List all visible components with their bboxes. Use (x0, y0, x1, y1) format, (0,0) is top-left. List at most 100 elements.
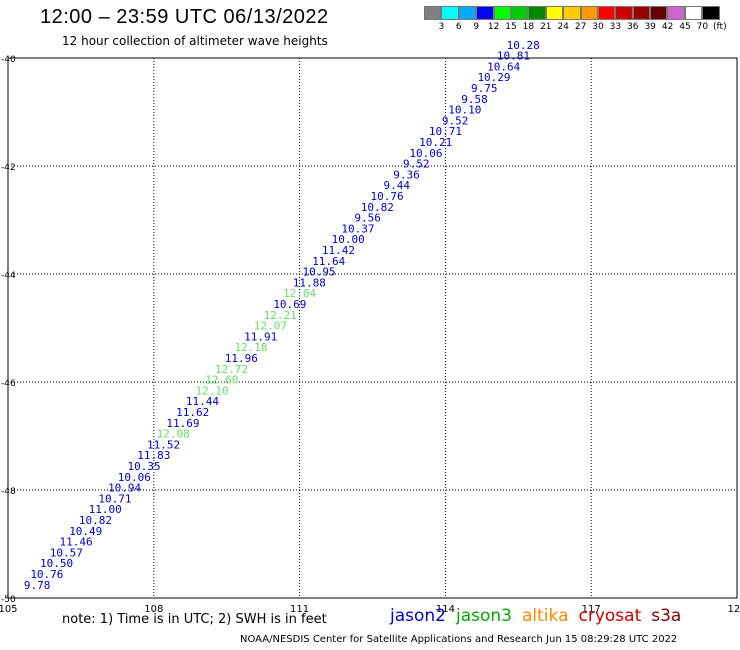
y-tick-label: -48 (1, 487, 16, 497)
data-point-label: 11.88 (293, 276, 326, 289)
colorbar-labels: 3 6 9 12 15 18 21 24 27 30 33 36 39 42 45 70 (ft) (424, 22, 737, 34)
plot-frame (7, 57, 738, 599)
note-text: note: 1) Time is in UTC; 2) SWH is in fe… (62, 612, 327, 627)
colorbar-label: 18 (522, 22, 535, 32)
data-point-label: 10.81 (497, 50, 530, 63)
data-point-label: 10.29 (477, 71, 510, 84)
colorbar-swatch (510, 6, 529, 20)
colorbar-swatch (650, 6, 668, 20)
colorbar-swatch (684, 6, 703, 20)
x-tick-label: 114 (436, 604, 455, 615)
y-tick-label: -50 (1, 595, 16, 605)
colorbar-swatch (528, 6, 546, 20)
legend-entry-jason3: jason3 (456, 606, 512, 626)
data-point-label: 11.46 (59, 536, 92, 549)
data-point-label: 12.10 (196, 384, 229, 397)
credit-line: NOAA/NESDIS Center for Satellite Applica… (240, 634, 678, 645)
data-point-label: 11.69 (166, 417, 199, 430)
data-point-label: 11.96 (225, 352, 258, 365)
data-point-label: 12.07 (254, 320, 287, 333)
x-tick-label: 108 (144, 604, 163, 615)
data-point-label: 11.00 (89, 503, 122, 516)
data-point-label: 9.52 (442, 114, 469, 127)
colorbar-swatch (580, 6, 598, 20)
data-point-label: 9.52 (403, 158, 430, 171)
chart-subtitle: 12 hour collection of altimeter wave hei… (62, 34, 328, 48)
data-point-label: 10.49 (69, 525, 102, 538)
legend-entry-s3a: s3a (651, 606, 682, 626)
colorbar-label: 30 (592, 22, 604, 32)
chart-title: 12:00 – 23:59 UTC 06/13/2022 (40, 6, 329, 28)
data-point-label: 10.50 (40, 557, 73, 570)
data-point-label: 10.64 (487, 60, 520, 73)
data-point-label: 12.04 (283, 287, 316, 300)
colorbar-label: 70 (696, 22, 709, 32)
colorbar-swatch (545, 6, 564, 20)
legend: jason2 jason3 altika cryosat s3a (390, 606, 691, 626)
data-point-label: 10.71 (98, 492, 131, 505)
data-point-label: 12.21 (264, 309, 297, 322)
data-point-label: 12.08 (157, 428, 190, 441)
colorbar-label: 33 (609, 22, 622, 32)
colorbar-swatch (424, 6, 442, 20)
colorbar-swatch (632, 6, 651, 20)
data-point-label: 9.36 (393, 168, 420, 181)
data-point-label: 10.37 (341, 222, 374, 235)
x-tick-label: 120 (727, 604, 740, 615)
data-point-label: 11.64 (312, 255, 345, 268)
colorbar-label: 36 (627, 22, 639, 32)
colorbar-label: 12 (487, 22, 500, 32)
y-tick-label: -44 (1, 271, 16, 281)
colorbar-label: 24 (557, 22, 569, 32)
data-point-label: 10.10 (448, 104, 481, 117)
colorbar-swatch (476, 6, 494, 20)
colorbar-swatch (615, 6, 633, 20)
colorbar-label: 21 (540, 22, 552, 32)
colorbar-label: 6 (455, 22, 462, 32)
data-point-label: 10.71 (429, 125, 462, 138)
data-point-label: 10.95 (302, 266, 335, 279)
y-tick-label: -40 (1, 55, 16, 65)
colorbar-swatch (458, 6, 477, 20)
data-point-label: 10.00 (332, 233, 365, 246)
colorbar-swatch (493, 6, 511, 20)
data-point-label: 9.56 (354, 212, 381, 225)
data-point-label: 10.76 (30, 568, 63, 581)
data-point-label: 10.28 (507, 39, 540, 52)
colorbar-label: 3 (438, 22, 445, 32)
colorbar-label: 42 (661, 22, 674, 32)
data-point-label: 12.72 (215, 363, 248, 376)
data-point-label: 10.76 (371, 190, 404, 203)
data-point-label: 11.44 (186, 395, 219, 408)
colorbar-label: (ft) (713, 22, 727, 32)
data-point-label: 11.52 (147, 438, 180, 451)
legend-entry-jason2: jason2 (390, 606, 446, 626)
data-point-label: 10.69 (273, 298, 306, 311)
data-point-label: 12.18 (234, 341, 267, 354)
data-point-label: 10.35 (128, 460, 161, 473)
colorbar-label: 45 (679, 22, 691, 32)
colorbar-label: 39 (644, 22, 656, 32)
data-point-label: 10.06 (118, 471, 151, 484)
data-point-label: 11.91 (244, 330, 277, 343)
data-point-label: 10.94 (108, 482, 141, 495)
colorbar-swatch (563, 6, 581, 20)
colorbar-label: 27 (574, 22, 587, 32)
data-point-label: 9.78 (24, 579, 51, 592)
data-point-label: 10.57 (50, 546, 83, 559)
data-point-label: 10.21 (419, 136, 452, 149)
x-tick-label: 117 (582, 604, 601, 615)
data-point-label: 11.83 (137, 449, 170, 462)
data-point-label: 9.75 (471, 82, 498, 95)
colorbar-label: 9 (473, 22, 480, 32)
colorbar (424, 6, 720, 20)
y-tick-label: -46 (1, 379, 16, 389)
colorbar-swatch (667, 6, 685, 20)
data-point-label: 9.58 (461, 93, 488, 106)
colorbar-swatch (702, 6, 720, 20)
data-point-label: 12.60 (205, 374, 238, 387)
data-point-label: 10.82 (79, 514, 112, 527)
y-tick-label: -42 (1, 163, 16, 173)
colorbar-label: 15 (505, 22, 517, 32)
